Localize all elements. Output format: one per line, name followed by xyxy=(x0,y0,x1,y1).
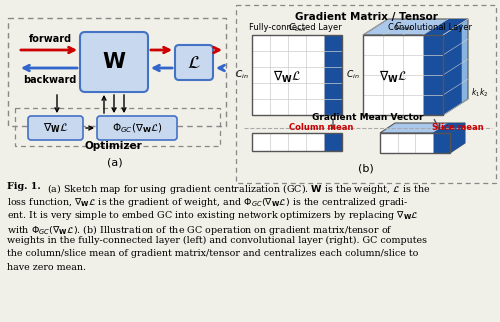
Polygon shape xyxy=(450,123,465,153)
Bar xyxy=(380,133,450,153)
Text: $\nabla_\mathbf{W}\mathcal{L}$: $\nabla_\mathbf{W}\mathcal{L}$ xyxy=(378,69,408,85)
FancyBboxPatch shape xyxy=(97,116,177,140)
Bar xyxy=(324,133,342,151)
Text: Convolutional Layer: Convolutional Layer xyxy=(388,23,472,32)
Text: (a) Sketch map for using gradient centralization (GC). $\mathbf{W}$ is the weigh: (a) Sketch map for using gradient centra… xyxy=(44,182,430,196)
Text: loss function, $\nabla_\mathbf{W}\mathcal{L}$ is the gradient of weight, and $\P: loss function, $\nabla_\mathbf{W}\mathca… xyxy=(7,195,408,209)
Text: $C_{out}$: $C_{out}$ xyxy=(394,21,412,33)
Bar xyxy=(432,133,450,153)
Bar xyxy=(363,35,443,115)
Text: backward: backward xyxy=(24,75,76,85)
Text: the column/slice mean of gradient matrix/tensor and centralizes each column/slic: the column/slice mean of gradient matrix… xyxy=(7,250,418,259)
Text: $\Phi_{GC}(\nabla_\mathbf{W}\mathcal{L})$: $\Phi_{GC}(\nabla_\mathbf{W}\mathcal{L})… xyxy=(112,121,162,135)
Bar xyxy=(380,133,450,153)
Polygon shape xyxy=(443,19,468,115)
Text: Fully-connected Layer: Fully-connected Layer xyxy=(248,23,342,32)
Text: $\nabla_\mathbf{W}\mathcal{L}$: $\nabla_\mathbf{W}\mathcal{L}$ xyxy=(272,69,302,85)
Bar xyxy=(423,35,443,115)
FancyBboxPatch shape xyxy=(80,32,148,92)
Text: ent. It is very simple to embed GC into existing network optimizers by replacing: ent. It is very simple to embed GC into … xyxy=(7,209,419,222)
Bar xyxy=(252,35,342,115)
Text: forward: forward xyxy=(28,34,72,44)
FancyBboxPatch shape xyxy=(28,116,83,140)
Bar xyxy=(252,133,342,151)
Polygon shape xyxy=(423,19,468,35)
Text: Optimizer: Optimizer xyxy=(84,141,142,151)
Text: Column mean: Column mean xyxy=(289,123,353,132)
Text: $C_{in}$: $C_{in}$ xyxy=(346,69,360,81)
Polygon shape xyxy=(432,123,465,133)
Text: weights in the fully-connected layer (left) and convolutional layer (right). GC : weights in the fully-connected layer (le… xyxy=(7,236,427,245)
Text: Gradient Matrix / Tensor: Gradient Matrix / Tensor xyxy=(294,12,438,22)
Text: $C_{in}$: $C_{in}$ xyxy=(235,69,249,81)
Text: have zero mean.: have zero mean. xyxy=(7,263,86,272)
Polygon shape xyxy=(380,123,465,133)
Polygon shape xyxy=(443,23,462,115)
Polygon shape xyxy=(363,19,468,35)
Bar xyxy=(8,18,226,126)
Text: $\nabla_\mathbf{W}\mathcal{L}$: $\nabla_\mathbf{W}\mathcal{L}$ xyxy=(42,121,68,135)
Text: $k_1k_2$: $k_1k_2$ xyxy=(471,87,488,99)
Bar xyxy=(252,133,342,151)
Text: (a): (a) xyxy=(107,157,123,167)
Bar xyxy=(236,5,496,183)
Bar xyxy=(15,108,220,146)
Polygon shape xyxy=(450,123,465,153)
Text: $\mathbf{W}$: $\mathbf{W}$ xyxy=(102,52,126,72)
Text: Gradient Mean Vector: Gradient Mean Vector xyxy=(312,113,424,122)
FancyBboxPatch shape xyxy=(175,45,213,80)
Text: Fig. 1.: Fig. 1. xyxy=(7,182,41,191)
Text: Slice mean: Slice mean xyxy=(432,123,484,132)
Text: $\mathcal{L}$: $\mathcal{L}$ xyxy=(187,53,201,71)
Text: (b): (b) xyxy=(358,163,374,173)
Text: with $\Phi_{GC}(\nabla_\mathbf{W}\mathcal{L})$. (b) Illustration of the GC opera: with $\Phi_{GC}(\nabla_\mathbf{W}\mathca… xyxy=(7,223,393,236)
Text: $C_{out}$: $C_{out}$ xyxy=(288,22,306,34)
Bar xyxy=(363,35,443,115)
Bar xyxy=(324,35,342,115)
Bar xyxy=(252,35,342,115)
